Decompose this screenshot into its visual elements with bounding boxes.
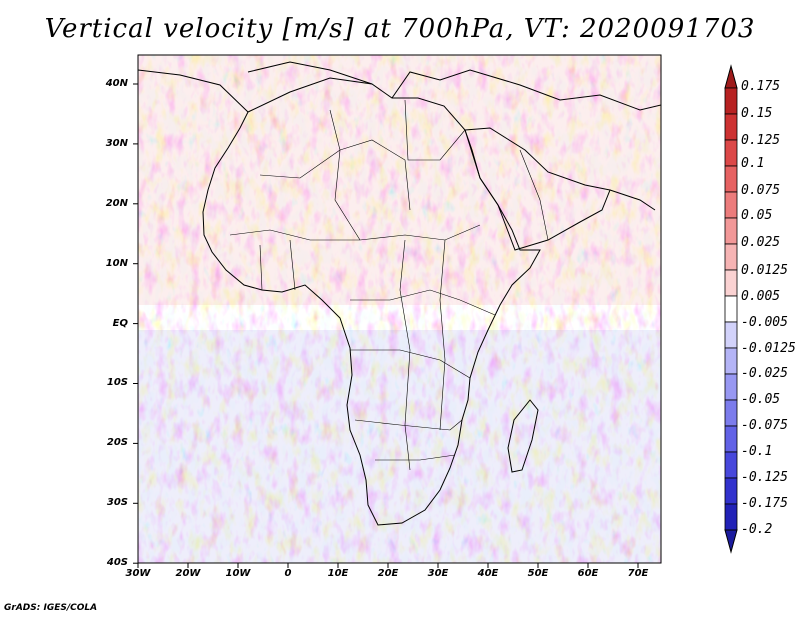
lon-label-0: 0 — [284, 568, 292, 579]
colorbar-label: -0.075 — [741, 418, 788, 433]
lon-label-70e: 70E — [627, 568, 649, 579]
colorbar-label: -0.025 — [741, 366, 788, 381]
lat-label-10n: 10N — [105, 258, 128, 269]
lat-label-20n: 20N — [105, 198, 128, 209]
colorbar-label: 0.125 — [741, 133, 781, 148]
lat-label-40s: 40S — [106, 557, 128, 568]
lat-label-40n: 40N — [105, 78, 128, 89]
lat-label-30s: 30S — [106, 497, 128, 508]
colorbar-label: -0.005 — [741, 315, 788, 330]
colorbar-label: 0.175 — [741, 79, 781, 94]
colorbar-segment — [724, 321, 738, 349]
axis-ticks — [133, 83, 639, 568]
colorbar-segment — [724, 477, 738, 505]
coastlines — [138, 61, 661, 526]
lon-label-60e: 60E — [577, 568, 599, 579]
lon-label-30e: 30E — [427, 568, 449, 579]
colorbar-label: -0.05 — [741, 392, 781, 407]
lon-label-20w: 20W — [175, 568, 201, 579]
grads-credit: GrADS: IGES/COLA — [4, 603, 98, 613]
lon-label-10w: 10W — [225, 568, 251, 579]
colorbar-segment — [724, 451, 738, 479]
colorbar-label: 0.05 — [741, 208, 773, 223]
lon-label-30w: 30W — [125, 568, 151, 579]
colorbar-label: -0.1 — [741, 444, 773, 459]
colorbar-segment — [724, 399, 738, 427]
colorbar-label: 0.1 — [741, 156, 765, 171]
lat-label-30n: 30N — [105, 138, 128, 149]
colorbar-cap-top — [724, 64, 738, 89]
colorbar-segment — [724, 373, 738, 401]
plot-frame — [137, 54, 662, 564]
colorbar-segment — [724, 347, 738, 375]
colorbar-label: 0.0125 — [741, 263, 788, 278]
colorbar-label: -0.125 — [741, 470, 788, 485]
lon-label-50e: 50E — [527, 568, 549, 579]
colorbar-segment — [724, 139, 738, 167]
colorbar-segment — [724, 165, 738, 193]
colorbar-label: 0.075 — [741, 183, 781, 198]
lat-label-10s: 10S — [106, 377, 128, 388]
colorbar-segment — [724, 269, 738, 297]
colorbar — [724, 64, 738, 554]
colorbar-label: -0.0125 — [741, 341, 796, 356]
lon-label-10e: 10E — [327, 568, 349, 579]
plot-title: Vertical velocity [m/s] at 700hPa, VT: 2… — [44, 14, 756, 44]
colorbar-segment — [724, 295, 738, 323]
colorbar-segment — [724, 243, 738, 271]
colorbar-segment — [724, 217, 738, 245]
colorbar-segment — [724, 503, 738, 531]
colorbar-label: 0.005 — [741, 289, 781, 304]
colorbar-segment — [724, 113, 738, 141]
colorbar-label: 0.15 — [741, 106, 773, 121]
colorbar-label: 0.025 — [741, 235, 781, 250]
country-borders — [229, 99, 549, 471]
colorbar-segment — [724, 191, 738, 219]
colorbar-label: -0.2 — [741, 522, 773, 537]
colorbar-label: -0.175 — [741, 496, 788, 511]
lon-label-20e: 20E — [377, 568, 399, 579]
lat-label-eq: EQ — [112, 318, 128, 329]
velocity-field — [138, 55, 661, 563]
colorbar-segment — [724, 425, 738, 453]
colorbar-cap-bottom — [724, 529, 738, 554]
lon-label-40e: 40E — [477, 568, 499, 579]
lat-label-20s: 20S — [106, 437, 128, 448]
colorbar-segment — [724, 87, 738, 115]
